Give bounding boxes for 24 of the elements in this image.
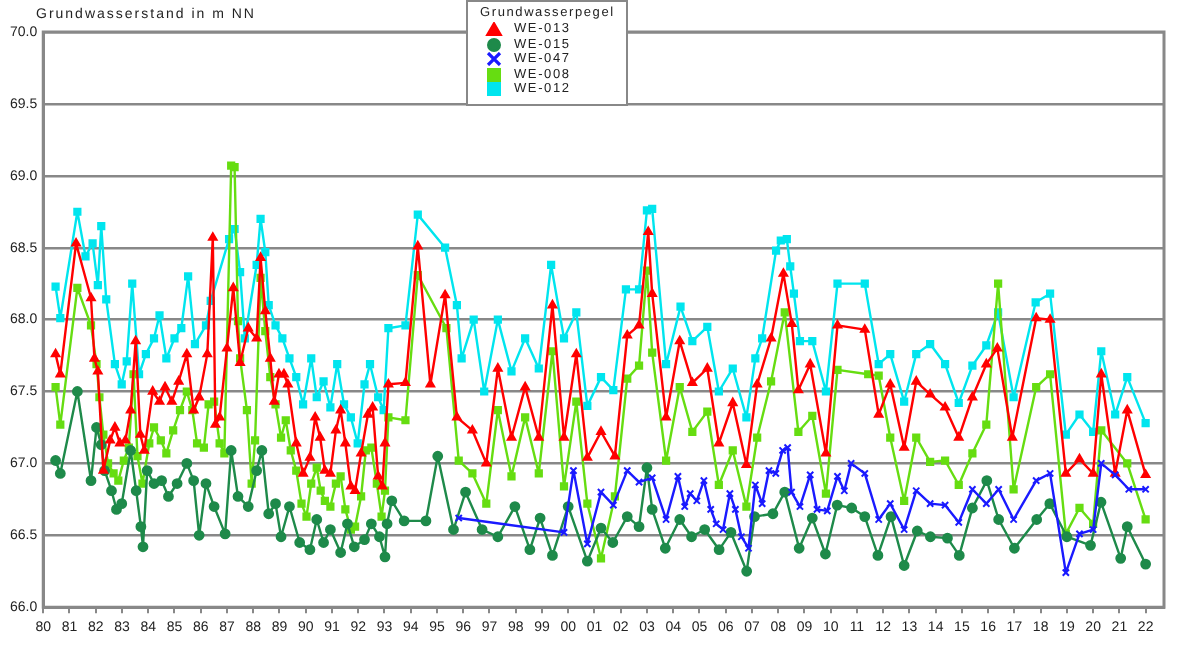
point	[569, 466, 578, 475]
point	[623, 466, 632, 475]
point	[1009, 515, 1018, 524]
point	[1097, 459, 1106, 468]
point	[634, 477, 644, 487]
point	[751, 480, 760, 490]
point	[806, 470, 815, 480]
point	[680, 502, 689, 511]
point	[737, 532, 746, 541]
point	[648, 473, 657, 482]
point	[706, 505, 715, 514]
point	[874, 515, 883, 524]
point	[731, 505, 740, 514]
point	[982, 499, 991, 508]
point	[994, 485, 1003, 494]
point	[596, 488, 606, 497]
point	[968, 485, 977, 494]
point	[823, 506, 832, 515]
point	[833, 472, 842, 481]
point	[954, 518, 963, 527]
point	[783, 443, 792, 452]
point	[686, 489, 695, 498]
point	[940, 500, 950, 510]
point	[840, 486, 849, 495]
